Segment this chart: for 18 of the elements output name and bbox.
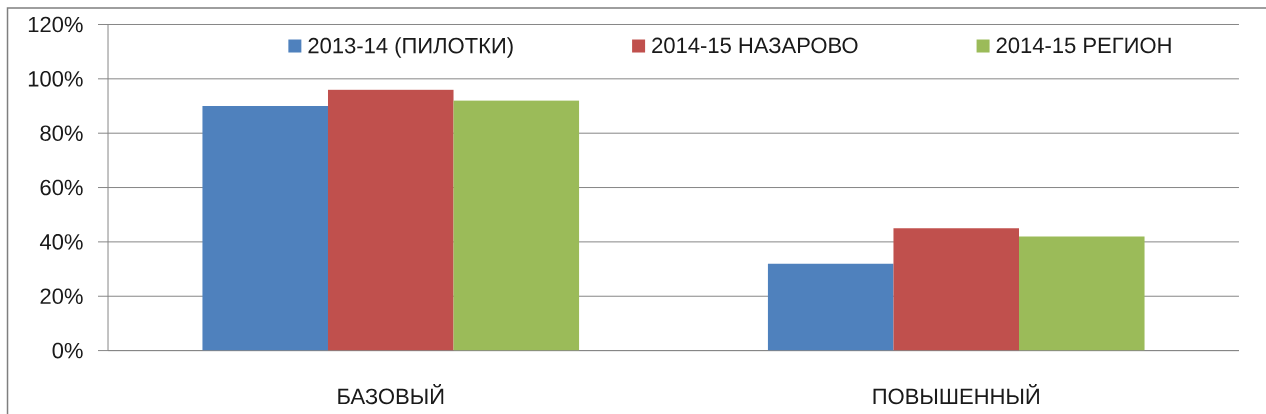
x-tick-label: БАЗОВЫЙ [338, 384, 444, 405]
bar [1019, 236, 1145, 351]
bar [202, 106, 328, 351]
bar [767, 263, 894, 351]
y-tick-label: 100% [28, 71, 83, 87]
y-tick-label: 80% [40, 125, 83, 141]
y-tick-label: 120% [28, 16, 83, 33]
bar [453, 100, 580, 351]
legend-label: 2014-15 НАЗАРОВО [652, 37, 858, 54]
y-tick-label: 40% [39, 234, 83, 250]
bar [893, 228, 1020, 351]
y-tick-label: 20% [40, 288, 83, 305]
y-tick-label: 0% [52, 342, 83, 359]
bar [327, 89, 454, 351]
legend-label: 2013-14 (ПИЛОТКИ) [308, 37, 513, 58]
legend-label: 2014-15 РЕГИОН [996, 37, 1171, 54]
y-tick-label: 60% [40, 179, 83, 196]
x-tick-label: ПОВЫШЕННЫЙ [873, 384, 1039, 405]
